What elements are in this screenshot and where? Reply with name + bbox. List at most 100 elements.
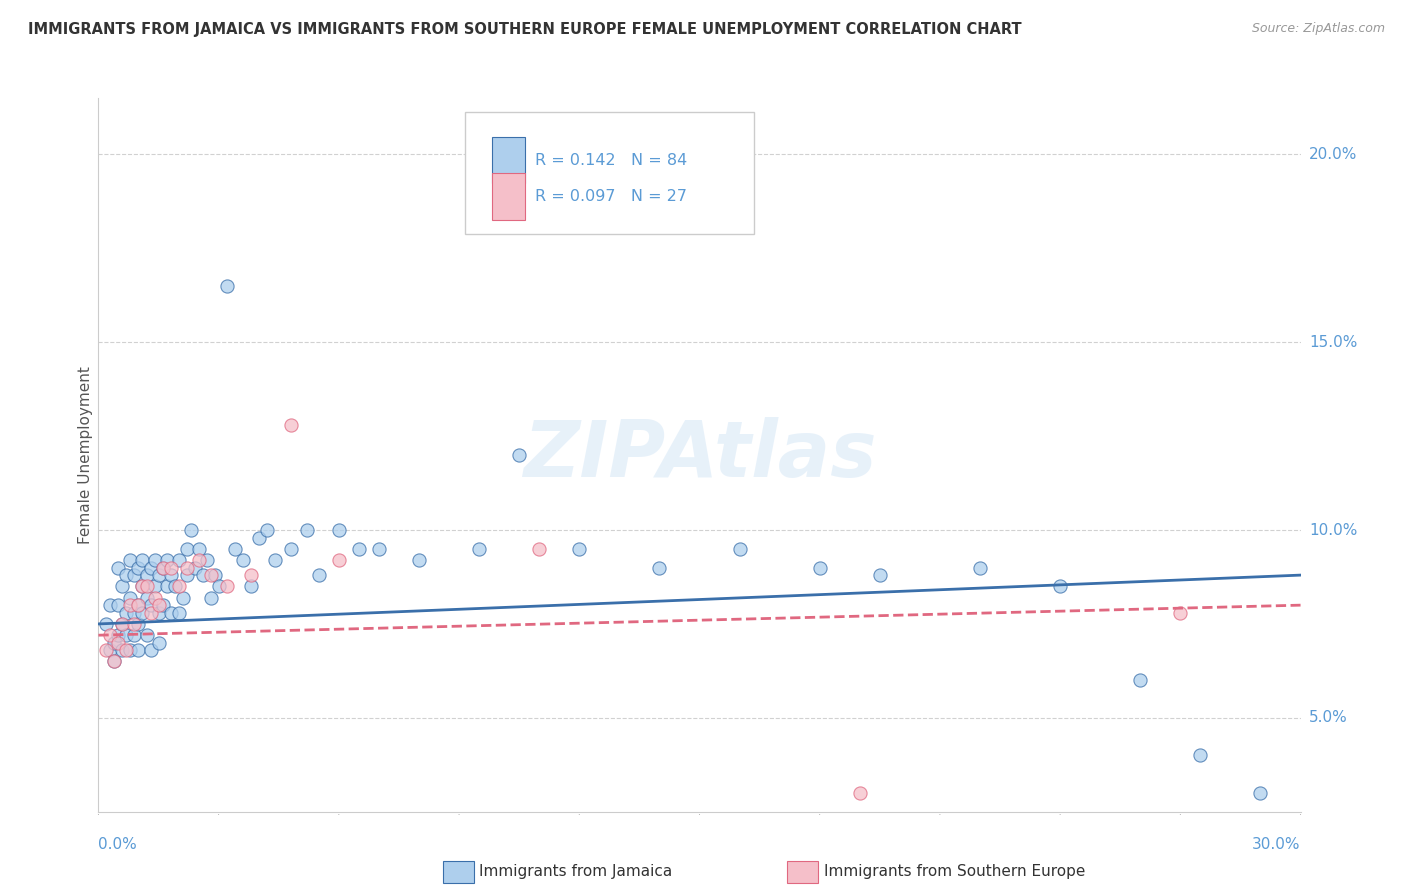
- Text: 5.0%: 5.0%: [1309, 710, 1347, 725]
- Point: [115, 643, 138, 657]
- Point: [139, 606, 162, 620]
- Point: [143, 579, 166, 593]
- Point: [107, 560, 129, 574]
- Point: [128, 598, 150, 612]
- Point: [128, 643, 150, 657]
- Point: [143, 553, 166, 567]
- Point: [120, 553, 142, 567]
- Point: [139, 643, 162, 657]
- Point: [849, 786, 872, 800]
- Point: [103, 636, 125, 650]
- Point: [256, 523, 278, 537]
- Point: [368, 541, 391, 556]
- Text: Source: ZipAtlas.com: Source: ZipAtlas.com: [1251, 22, 1385, 36]
- Point: [96, 616, 118, 631]
- Point: [135, 628, 157, 642]
- Point: [100, 643, 122, 657]
- Point: [107, 636, 129, 650]
- Point: [239, 568, 262, 582]
- Text: 10.0%: 10.0%: [1309, 523, 1357, 538]
- FancyBboxPatch shape: [465, 112, 754, 234]
- Point: [148, 606, 170, 620]
- Point: [152, 560, 174, 574]
- Point: [159, 606, 181, 620]
- Point: [648, 560, 671, 574]
- Point: [143, 591, 166, 605]
- Point: [131, 579, 153, 593]
- Text: R = 0.142   N = 84: R = 0.142 N = 84: [534, 153, 688, 168]
- Point: [187, 541, 209, 556]
- Text: 15.0%: 15.0%: [1309, 334, 1357, 350]
- Point: [208, 579, 231, 593]
- Text: R = 0.097   N = 27: R = 0.097 N = 27: [534, 189, 686, 204]
- Text: 30.0%: 30.0%: [1253, 837, 1301, 852]
- Point: [167, 579, 190, 593]
- Point: [148, 568, 170, 582]
- Point: [103, 655, 125, 669]
- Point: [111, 643, 134, 657]
- Point: [139, 560, 162, 574]
- Point: [111, 616, 134, 631]
- Point: [135, 579, 157, 593]
- Point: [124, 616, 146, 631]
- Point: [135, 591, 157, 605]
- Point: [328, 523, 350, 537]
- Point: [124, 606, 146, 620]
- Point: [115, 628, 138, 642]
- Point: [115, 568, 138, 582]
- Point: [100, 598, 122, 612]
- Point: [152, 560, 174, 574]
- Point: [308, 568, 330, 582]
- Point: [176, 560, 198, 574]
- FancyBboxPatch shape: [492, 137, 526, 184]
- Y-axis label: Female Unemployment: Female Unemployment: [77, 366, 93, 544]
- Point: [869, 568, 891, 582]
- Point: [103, 655, 125, 669]
- Point: [224, 541, 246, 556]
- Point: [280, 541, 302, 556]
- Point: [508, 448, 530, 462]
- Text: IMMIGRANTS FROM JAMAICA VS IMMIGRANTS FROM SOUTHERN EUROPE FEMALE UNEMPLOYMENT C: IMMIGRANTS FROM JAMAICA VS IMMIGRANTS FR…: [28, 22, 1022, 37]
- Point: [148, 598, 170, 612]
- Point: [155, 579, 177, 593]
- Point: [111, 616, 134, 631]
- Point: [347, 541, 370, 556]
- Point: [159, 560, 181, 574]
- Point: [176, 541, 198, 556]
- Point: [152, 598, 174, 612]
- Point: [124, 568, 146, 582]
- Text: 0.0%: 0.0%: [98, 837, 138, 852]
- Point: [568, 541, 591, 556]
- Text: 20.0%: 20.0%: [1309, 147, 1357, 162]
- Point: [239, 579, 262, 593]
- Point: [107, 628, 129, 642]
- Text: ZIPAtlas: ZIPAtlas: [523, 417, 876, 493]
- Point: [148, 636, 170, 650]
- Point: [96, 643, 118, 657]
- Point: [1170, 606, 1192, 620]
- Text: Immigrants from Jamaica: Immigrants from Jamaica: [479, 864, 672, 879]
- Point: [180, 523, 202, 537]
- Point: [135, 568, 157, 582]
- Point: [263, 553, 285, 567]
- Point: [247, 531, 270, 545]
- Point: [328, 553, 350, 567]
- Point: [295, 523, 318, 537]
- Point: [131, 579, 153, 593]
- Point: [172, 591, 194, 605]
- Point: [120, 643, 142, 657]
- Point: [969, 560, 991, 574]
- Point: [139, 598, 162, 612]
- Point: [167, 606, 190, 620]
- Point: [808, 560, 831, 574]
- Point: [1189, 748, 1212, 763]
- Point: [115, 606, 138, 620]
- Point: [128, 560, 150, 574]
- Point: [183, 560, 205, 574]
- Point: [200, 568, 222, 582]
- FancyBboxPatch shape: [492, 173, 526, 219]
- Point: [155, 553, 177, 567]
- Point: [232, 553, 254, 567]
- Point: [200, 591, 222, 605]
- Point: [215, 279, 238, 293]
